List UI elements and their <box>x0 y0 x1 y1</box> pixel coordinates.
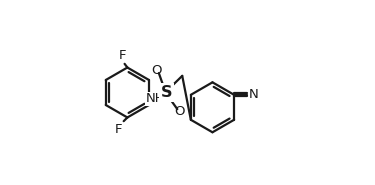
Text: F: F <box>119 49 126 62</box>
Text: F: F <box>114 123 122 136</box>
Text: S: S <box>160 85 172 100</box>
Text: NH: NH <box>146 92 166 105</box>
Text: N: N <box>249 88 258 101</box>
Text: O: O <box>174 105 184 118</box>
Text: O: O <box>152 64 162 77</box>
